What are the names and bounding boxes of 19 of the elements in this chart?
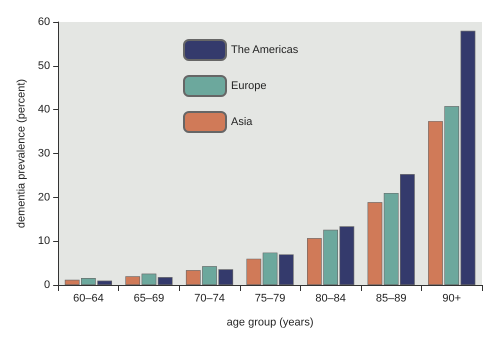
x-tick-label: 75–79 xyxy=(254,292,286,304)
x-tick-label: 60–64 xyxy=(73,292,104,304)
y-tick-label: 0 xyxy=(44,279,50,291)
y-tick-label: 10 xyxy=(38,235,50,248)
y-tick-label: 20 xyxy=(38,191,50,204)
y-tick-label: 30 xyxy=(38,148,50,160)
y-axis-title: dementia prevalence (percent) xyxy=(16,78,28,228)
legend-label: The Americas xyxy=(231,44,299,56)
legend-label: Europe xyxy=(231,80,266,92)
x-tick-label: 65–69 xyxy=(134,292,164,304)
legend-label: Asia xyxy=(231,116,254,128)
x-tick-label: 70–74 xyxy=(194,292,225,304)
y-tick-label: 40 xyxy=(38,104,50,116)
x-tick-label: 90+ xyxy=(442,292,462,304)
y-tick-label: 50 xyxy=(38,60,50,72)
x-axis-title: age group (years) xyxy=(226,316,314,328)
x-tick-label: 85–89 xyxy=(376,292,406,304)
x-tick-label: 80–84 xyxy=(315,292,346,304)
y-tick-label: 60 xyxy=(38,16,50,28)
